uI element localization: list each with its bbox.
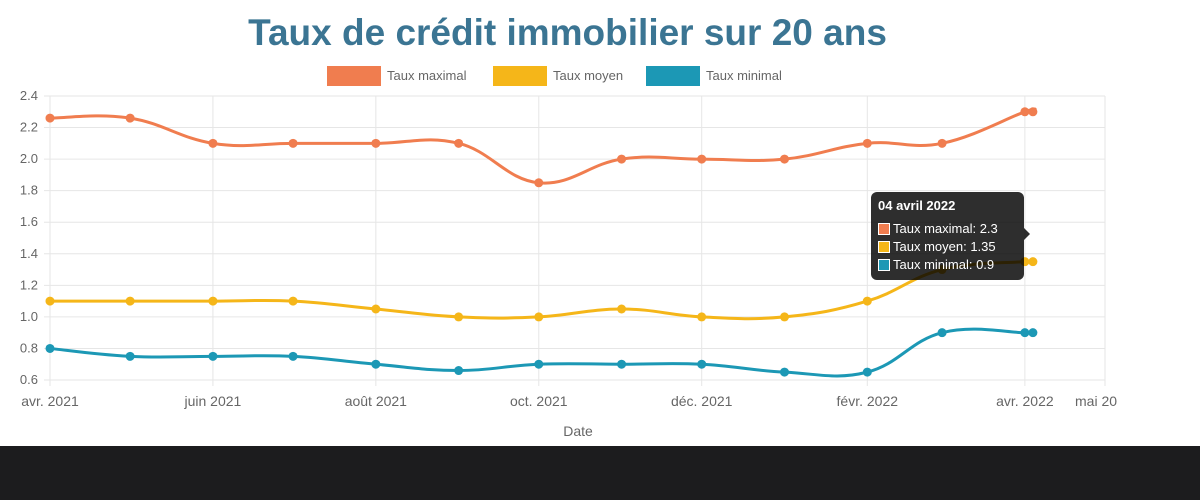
data-point[interactable]	[862, 296, 872, 306]
legend-label[interactable]: Taux moyen	[553, 68, 623, 83]
data-point[interactable]	[1028, 107, 1038, 117]
tooltip-swatch-max	[878, 223, 890, 235]
y-tick-label: 1.4	[20, 246, 38, 261]
grid	[44, 95, 1106, 386]
data-point[interactable]	[288, 296, 298, 306]
axes: 0.6 0.8 1.0 1.2 1.4 1.6 1.8 2.0 2.2 2.4 avr. 2021 j…	[20, 88, 1117, 439]
x-tick-label: juin 2021	[184, 393, 242, 409]
data-point[interactable]	[697, 359, 707, 369]
tooltip-swatch-min	[878, 259, 890, 271]
data-tooltip: 04 avril 2022 Taux maximal: 2.3 Taux moy…	[871, 192, 1030, 280]
data-point[interactable]	[937, 138, 947, 148]
x-tick-label: oct. 2021	[510, 393, 568, 409]
data-point[interactable]	[125, 296, 135, 306]
series-points[interactable]	[45, 107, 1038, 377]
x-axis-title: Date	[563, 423, 593, 439]
data-point[interactable]	[125, 351, 135, 361]
data-point[interactable]	[454, 138, 464, 148]
data-point[interactable]	[45, 113, 55, 123]
x-tick-label: déc. 2021	[671, 393, 733, 409]
tooltip-label-max: Taux maximal: 2.3	[893, 221, 998, 236]
tooltip-title: 04 avril 2022	[878, 198, 956, 213]
tooltip-row-max: Taux maximal: 2.3	[878, 221, 998, 236]
x-tick-label: févr. 2022	[837, 393, 899, 409]
x-tick-label: avr. 2021	[21, 393, 79, 409]
data-point[interactable]	[697, 312, 707, 322]
y-tick-label: 1.8	[20, 183, 38, 198]
data-point[interactable]	[1020, 107, 1030, 117]
data-point[interactable]	[862, 138, 872, 148]
data-point[interactable]	[208, 351, 218, 361]
video-control-bar	[0, 446, 1200, 500]
series-line	[49, 327, 1037, 378]
x-tick-label: mai 20	[1075, 393, 1117, 409]
data-point[interactable]	[454, 312, 464, 322]
data-point[interactable]	[862, 367, 872, 377]
data-point[interactable]	[779, 312, 789, 322]
data-point[interactable]	[288, 351, 298, 361]
data-point[interactable]	[371, 359, 381, 369]
data-point[interactable]	[45, 296, 55, 306]
data-point[interactable]	[534, 359, 544, 369]
data-point[interactable]	[697, 154, 707, 164]
y-tick-label: 1.2	[20, 277, 38, 292]
y-tick-label: 1.0	[20, 309, 38, 324]
line-chart: 0.6 0.8 1.0 1.2 1.4 1.6 1.8 2.0 2.2 2.4 avr. 2021 j…	[20, 66, 1117, 439]
data-point[interactable]	[288, 138, 298, 148]
data-point[interactable]	[208, 138, 218, 148]
x-tick-label: août 2021	[345, 393, 407, 409]
data-point[interactable]	[1020, 328, 1030, 338]
y-tick-label: 2.4	[20, 88, 38, 103]
legend-swatch[interactable]	[493, 66, 547, 86]
data-point[interactable]	[371, 138, 381, 148]
tooltip-row-min: Taux minimal: 0.9	[878, 257, 994, 272]
tooltip-label-moyen: Taux moyen: 1.35	[893, 239, 996, 254]
data-point[interactable]	[937, 328, 947, 338]
y-tick-label: 1.6	[20, 214, 38, 229]
data-point[interactable]	[534, 312, 544, 322]
tooltip-swatch-moyen	[878, 241, 890, 253]
data-point[interactable]	[779, 154, 789, 164]
data-point[interactable]	[534, 178, 544, 188]
x-tick-label: avr. 2022	[996, 393, 1054, 409]
data-point[interactable]	[617, 304, 627, 314]
series-line	[49, 107, 1037, 185]
data-point[interactable]	[1028, 257, 1038, 267]
data-point[interactable]	[208, 296, 218, 306]
legend-label[interactable]: Taux maximal	[387, 68, 467, 83]
chart-title: Taux de crédit immobilier sur 20 ans	[248, 12, 887, 53]
data-point[interactable]	[779, 367, 789, 377]
legend-swatch[interactable]	[327, 66, 381, 86]
y-tick-label: 2.2	[20, 120, 38, 135]
data-point[interactable]	[125, 113, 135, 123]
legend-swatch[interactable]	[646, 66, 700, 86]
data-point[interactable]	[454, 366, 464, 376]
legend[interactable]: Taux maximal Taux moyen Taux minimal	[327, 66, 782, 86]
y-tick-label: 0.8	[20, 340, 38, 355]
data-point[interactable]	[617, 359, 627, 369]
tooltip-label-min: Taux minimal: 0.9	[893, 257, 995, 272]
y-tick-label: 2.0	[20, 151, 38, 166]
y-tick-label: 0.6	[20, 372, 38, 387]
data-point[interactable]	[1028, 328, 1038, 338]
tooltip-row-moyen: Taux moyen: 1.35	[878, 239, 996, 254]
data-point[interactable]	[617, 154, 627, 164]
data-point[interactable]	[45, 343, 55, 353]
legend-label[interactable]: Taux minimal	[706, 68, 782, 83]
data-point[interactable]	[371, 304, 381, 314]
